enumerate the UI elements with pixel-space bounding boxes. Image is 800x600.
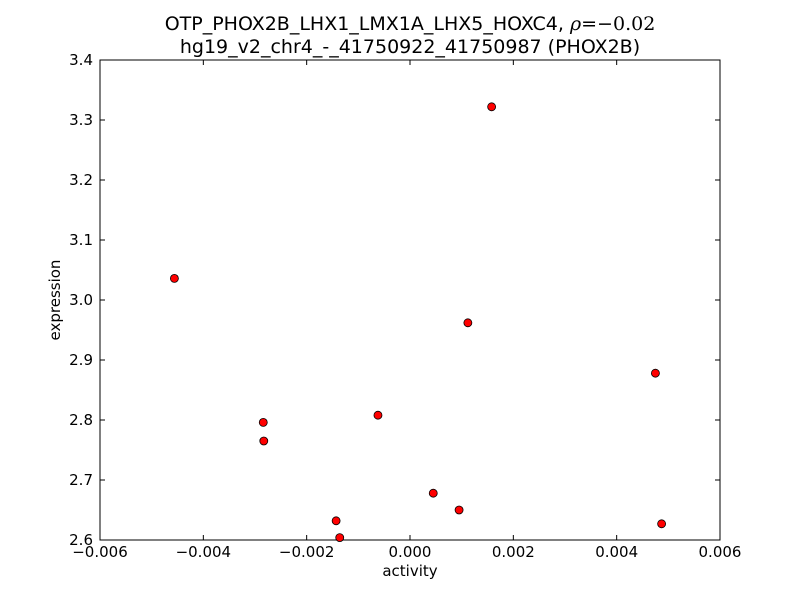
y-tick-label: 2.7 (69, 471, 93, 489)
data-point (259, 436, 269, 446)
plot-area (99, 59, 721, 541)
y-tick-label: 3.2 (69, 171, 93, 189)
data-point (651, 368, 660, 378)
x-tick-label: −0.002 (279, 543, 335, 561)
data-point (331, 516, 341, 526)
data-point (258, 417, 268, 427)
x-tick-label: −0.006 (72, 543, 128, 561)
y-axis-ticks: 2.6 2.7 2.8 2.9 3.0 3.1 3.2 3.3 3.4 (69, 51, 720, 549)
rho-value: =−0.02 (581, 13, 655, 35)
x-axis-label: activity (382, 562, 437, 580)
y-tick-label: 2.6 (69, 531, 93, 549)
y-tick-label: 3.3 (69, 111, 93, 129)
data-point (373, 410, 383, 420)
chart-title-line2: hg19_v2_chr4_-_41750922_41750987 (PHOX2B… (180, 36, 640, 58)
data-point (335, 533, 345, 542)
data-point (428, 488, 438, 498)
data-point (169, 273, 179, 283)
x-tick-label: −0.004 (176, 543, 232, 561)
data-points (169, 102, 667, 542)
rho-symbol: ρ (569, 13, 582, 35)
y-axis-label: expression (46, 260, 64, 341)
chart-title-prefix: OTP_PHOX2B_LHX1_LMX1A_LHX5_HOXC4, (165, 13, 570, 35)
y-tick-label: 3.4 (69, 51, 93, 69)
data-point (463, 318, 473, 328)
x-tick-label: 0.004 (595, 543, 638, 561)
x-tick-label: 0.002 (492, 543, 535, 561)
data-point (487, 102, 497, 112)
x-axis-ticks: −0.006 −0.004 −0.002 0.000 0.002 0.004 0.006 (72, 60, 741, 561)
y-tick-label: 3.1 (69, 231, 93, 249)
x-tick-label: 0.006 (699, 543, 742, 561)
data-point (454, 505, 464, 515)
chart-title-line1: OTP_PHOX2B_LHX1_LMX1A_LHX5_HOXC4, ρ=−0.0… (165, 13, 656, 35)
y-tick-label: 3.0 (69, 291, 93, 309)
y-tick-label: 2.8 (69, 411, 93, 429)
y-tick-label: 2.9 (69, 351, 93, 369)
data-point (657, 519, 667, 529)
x-tick-label: 0.000 (389, 543, 432, 561)
